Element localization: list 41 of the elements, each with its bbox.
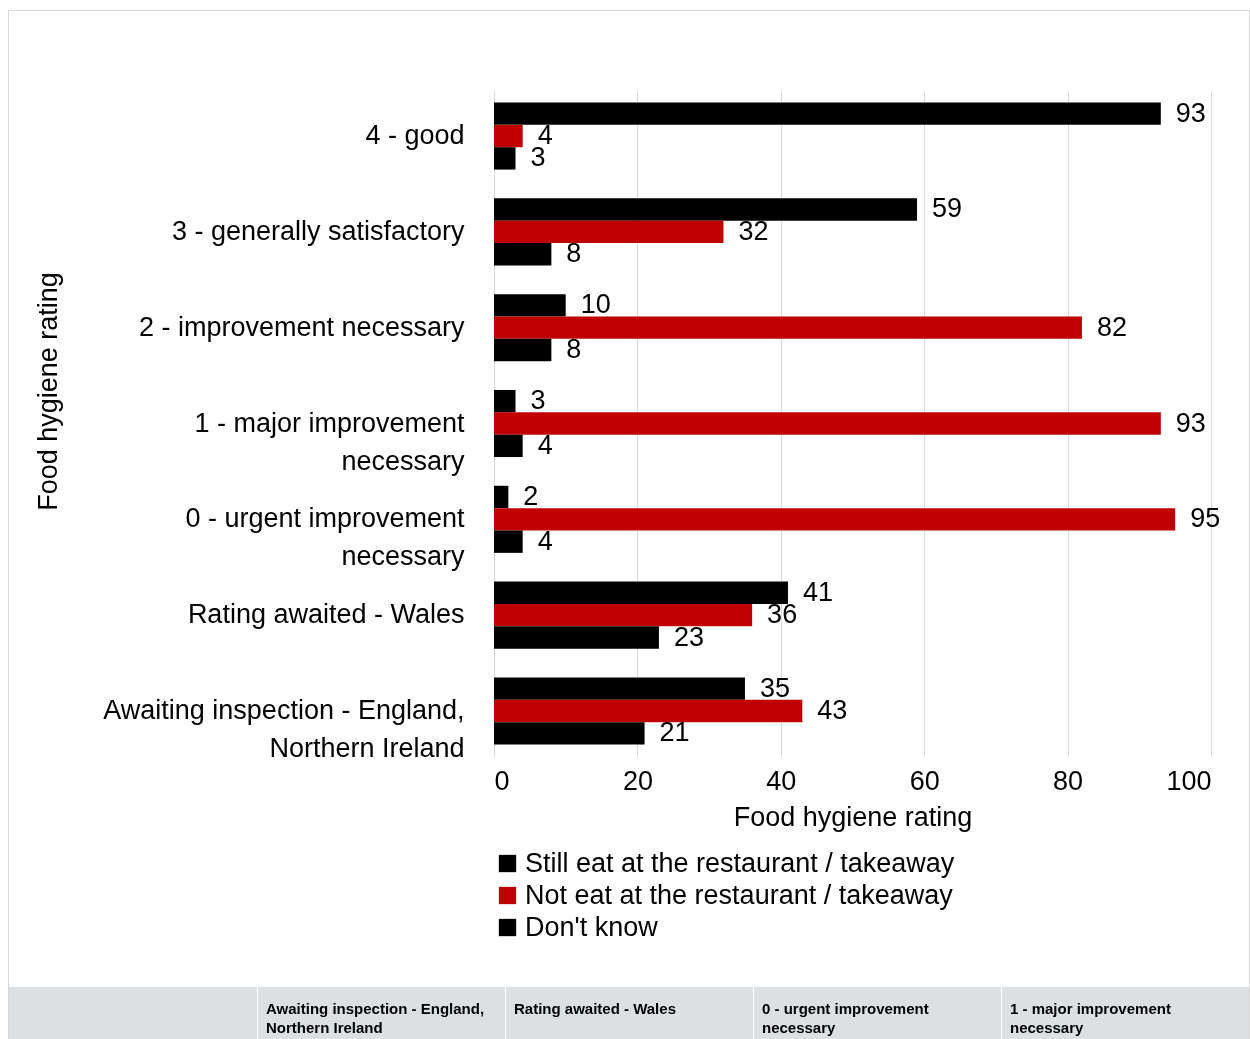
y-tick-label: 2 - improvement necessary <box>138 311 465 342</box>
legend-label: Not eat at the restaurant / takeaway <box>525 879 954 910</box>
y-tick-label: Awaiting inspection - England, Northern Ireland <box>103 694 465 763</box>
y-tick-label: 3 - generally satisfactory <box>171 215 465 246</box>
data-label: 35 <box>759 672 790 703</box>
data-label: 23 <box>673 621 704 652</box>
x-tick-label: 100 <box>1166 765 1212 796</box>
x-tick-label: 0 <box>494 765 510 796</box>
data-label: 2 <box>523 480 539 511</box>
data-label: 82 <box>1096 311 1127 342</box>
y-axis-title: Food hygiene rating <box>32 272 63 511</box>
text: 0 - urgent improvement necessary <box>753 987 1001 1039</box>
x-axis-title: Food hygiene rating <box>733 801 973 832</box>
data-label: 3 <box>530 385 546 416</box>
x-tick-label: 80 <box>1053 765 1084 796</box>
data-label: 41 <box>802 576 834 607</box>
data-label: 36 <box>767 599 798 630</box>
data-label: 10 <box>580 289 611 320</box>
y-tick-label: Rating awaited - Wales <box>187 599 465 630</box>
text: Awaiting inspection - England, Northern Ireland <box>257 987 505 1039</box>
legend-label: Don't know <box>525 911 659 942</box>
data-label: 8 <box>566 334 582 365</box>
x-tick-label: 40 <box>766 765 797 796</box>
y-tick-label: 0 - urgent improvement necessary <box>185 503 465 572</box>
data-label: 43 <box>817 694 848 725</box>
data-label: 4 <box>537 525 553 556</box>
data-label: 93 <box>1175 97 1206 128</box>
data-label: 21 <box>659 717 690 748</box>
x-tick-label: 20 <box>622 765 653 796</box>
legend-label: Still eat at the restaurant / takeaway <box>525 847 955 878</box>
data-label: 4 <box>537 429 553 460</box>
text: 1 - major improvement necessary <box>1001 987 1249 1039</box>
data-label: 32 <box>738 215 769 246</box>
data-label: 8 <box>566 238 582 269</box>
data-label: 93 <box>1175 407 1206 438</box>
data-label: 59 <box>932 193 963 224</box>
text: Rating awaited - Wales <box>505 987 753 1039</box>
y-tick-label: 4 - good <box>365 120 465 151</box>
x-tick-label: 60 <box>909 765 940 796</box>
data-label: 95 <box>1190 503 1221 534</box>
y-tick-label: 1 - major improvement necessary <box>194 407 465 476</box>
